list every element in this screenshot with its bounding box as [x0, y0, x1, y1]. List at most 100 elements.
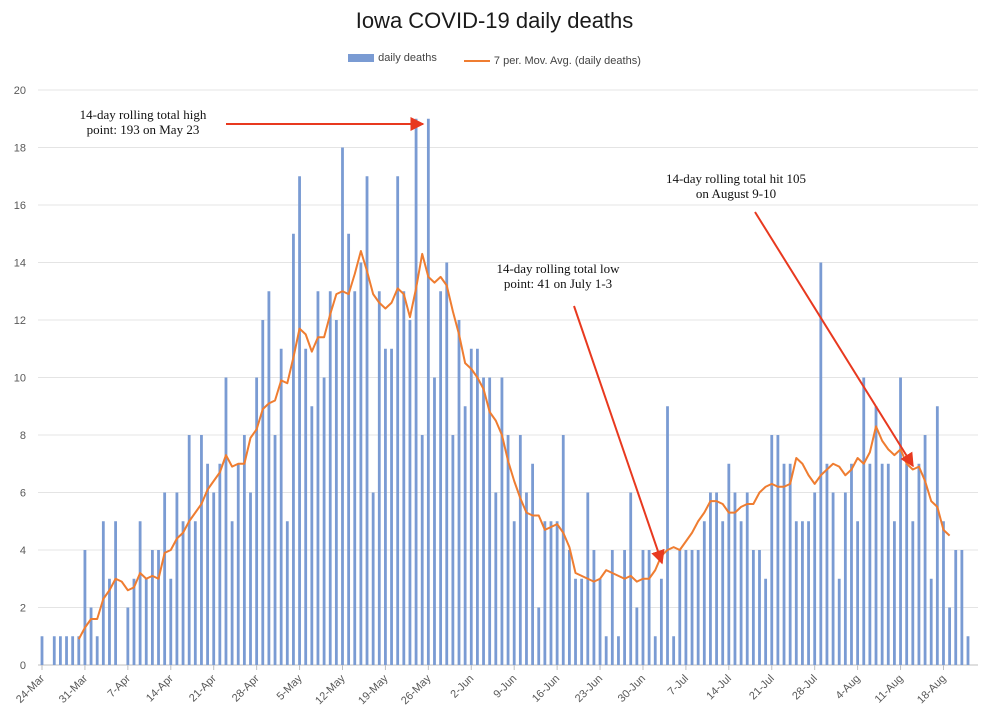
bar — [899, 377, 902, 665]
bar — [537, 607, 541, 665]
bar — [666, 406, 669, 665]
x-tick-label: 23-Jun — [573, 673, 605, 705]
bar — [758, 550, 761, 665]
x-tick-label: 18-Aug — [915, 673, 949, 707]
bar — [580, 578, 584, 665]
bar — [886, 463, 890, 665]
bar — [310, 406, 314, 665]
annotation-arrow — [573, 305, 665, 565]
bar — [874, 406, 878, 665]
bar — [396, 176, 400, 665]
bar — [390, 348, 393, 665]
x-tick-label: 24-Mar — [14, 672, 47, 705]
bar — [715, 492, 718, 665]
bar — [304, 348, 308, 665]
bar — [880, 463, 884, 665]
bar — [727, 463, 731, 665]
bar — [905, 463, 909, 665]
bar — [273, 435, 277, 665]
x-tick-label: 12-May — [313, 672, 348, 707]
bar — [476, 348, 479, 665]
y-tick-label: 6 — [20, 488, 26, 500]
annotation-text: point: 41 on July 1-3 — [504, 276, 612, 291]
bar — [334, 320, 338, 665]
bar — [500, 377, 504, 665]
bar — [414, 118, 418, 665]
bar — [255, 377, 259, 665]
bar — [132, 578, 136, 665]
y-tick-label: 2 — [20, 603, 26, 615]
bar — [923, 435, 927, 665]
y-tick-label: 0 — [20, 660, 26, 672]
bar — [506, 435, 510, 665]
bar — [316, 291, 320, 665]
bar — [592, 550, 596, 665]
bar — [371, 492, 375, 665]
bar — [721, 521, 725, 665]
bar — [384, 348, 387, 665]
x-tick-label: 14-Apr — [144, 672, 176, 704]
bar — [647, 550, 651, 665]
bar — [825, 463, 829, 665]
bar — [420, 435, 424, 665]
x-tick-label: 21-Apr — [187, 672, 219, 704]
bar — [353, 291, 357, 665]
annotation-text: 14-day rolling total high — [80, 107, 207, 122]
bar — [567, 550, 571, 665]
legend-item-bars: daily deaths — [348, 52, 437, 64]
x-tick-label: 7-Jul — [666, 673, 691, 698]
annotation-text: 14-day rolling total hit 105 — [666, 171, 806, 186]
chart-title: Iowa COVID-19 daily deaths — [355, 8, 634, 33]
bar — [126, 607, 130, 665]
bar — [641, 550, 645, 665]
x-tick-label: 31-Mar — [57, 672, 90, 705]
bar — [206, 463, 209, 665]
y-tick-label: 16 — [14, 200, 26, 212]
bar — [58, 636, 62, 665]
bar — [917, 463, 921, 665]
bar — [279, 348, 283, 665]
bar — [788, 463, 792, 665]
bar — [341, 147, 344, 665]
bar — [653, 636, 657, 665]
bar — [249, 492, 252, 665]
bar — [696, 550, 700, 665]
bar — [114, 521, 117, 665]
bar — [365, 176, 369, 665]
x-tick-label: 16-Jun — [530, 673, 562, 705]
bar — [101, 521, 105, 665]
bar — [617, 636, 620, 665]
bar — [733, 492, 737, 665]
bar — [911, 521, 915, 665]
bar — [770, 435, 774, 665]
y-tick-label: 4 — [20, 545, 26, 557]
bar — [966, 636, 970, 665]
bar — [402, 291, 406, 665]
x-tick-label: 9-Jun — [491, 673, 519, 701]
bar — [89, 607, 93, 665]
bar — [549, 521, 553, 665]
bar — [574, 578, 577, 665]
bar — [181, 521, 185, 665]
bar — [463, 406, 467, 665]
bar — [200, 435, 203, 665]
bar — [531, 463, 534, 665]
bar — [267, 291, 271, 665]
annotation-text: point: 193 on May 23 — [87, 122, 200, 137]
x-tick-label: 4-Aug — [833, 673, 862, 702]
bar — [782, 463, 786, 665]
series-line — [77, 250, 951, 640]
bar — [807, 521, 810, 665]
moving-average-series — [77, 250, 951, 640]
bar — [739, 521, 743, 665]
x-tick-label: 26-May — [399, 672, 434, 707]
bar — [144, 578, 148, 665]
bar — [426, 118, 430, 665]
x-tick-label: 14-Jul — [704, 673, 734, 703]
bar — [322, 377, 326, 665]
bar — [261, 320, 265, 665]
bar — [488, 377, 492, 665]
bar — [862, 377, 866, 665]
